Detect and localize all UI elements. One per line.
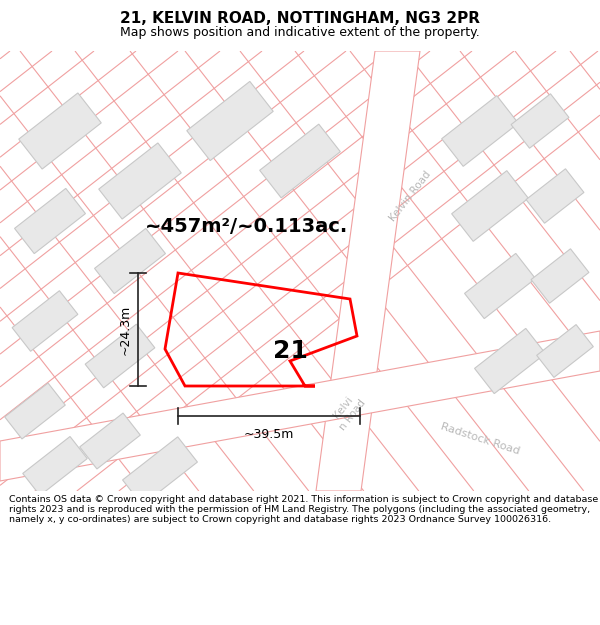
Polygon shape xyxy=(536,324,593,378)
Polygon shape xyxy=(122,437,197,505)
Polygon shape xyxy=(19,93,101,169)
Polygon shape xyxy=(5,383,65,439)
Polygon shape xyxy=(80,413,140,469)
Polygon shape xyxy=(531,249,589,303)
Polygon shape xyxy=(23,436,87,496)
Text: 21, KELVIN ROAD, NOTTINGHAM, NG3 2PR: 21, KELVIN ROAD, NOTTINGHAM, NG3 2PR xyxy=(120,11,480,26)
Polygon shape xyxy=(475,328,545,394)
Text: Map shows position and indicative extent of the property.: Map shows position and indicative extent… xyxy=(120,26,480,39)
Text: ~39.5m: ~39.5m xyxy=(244,428,294,441)
Text: Kelvin Road: Kelvin Road xyxy=(388,169,433,223)
Polygon shape xyxy=(99,143,181,219)
Polygon shape xyxy=(85,324,155,388)
Text: 21: 21 xyxy=(272,339,307,363)
Polygon shape xyxy=(12,291,78,351)
Polygon shape xyxy=(464,253,535,319)
Polygon shape xyxy=(316,51,420,491)
Polygon shape xyxy=(187,81,273,161)
Text: Contains OS data © Crown copyright and database right 2021. This information is : Contains OS data © Crown copyright and d… xyxy=(9,494,598,524)
Polygon shape xyxy=(260,124,340,198)
Polygon shape xyxy=(511,94,569,148)
Polygon shape xyxy=(0,331,600,481)
Polygon shape xyxy=(452,171,529,241)
Text: ~24.3m: ~24.3m xyxy=(119,304,132,354)
Polygon shape xyxy=(442,96,518,166)
Text: Radstock Road: Radstock Road xyxy=(439,421,521,456)
Polygon shape xyxy=(14,188,85,254)
Text: Kelvi
n Road: Kelvi n Road xyxy=(328,390,368,432)
Text: ~457m²/~0.113ac.: ~457m²/~0.113ac. xyxy=(145,216,348,236)
Polygon shape xyxy=(526,169,584,223)
Polygon shape xyxy=(95,228,166,294)
